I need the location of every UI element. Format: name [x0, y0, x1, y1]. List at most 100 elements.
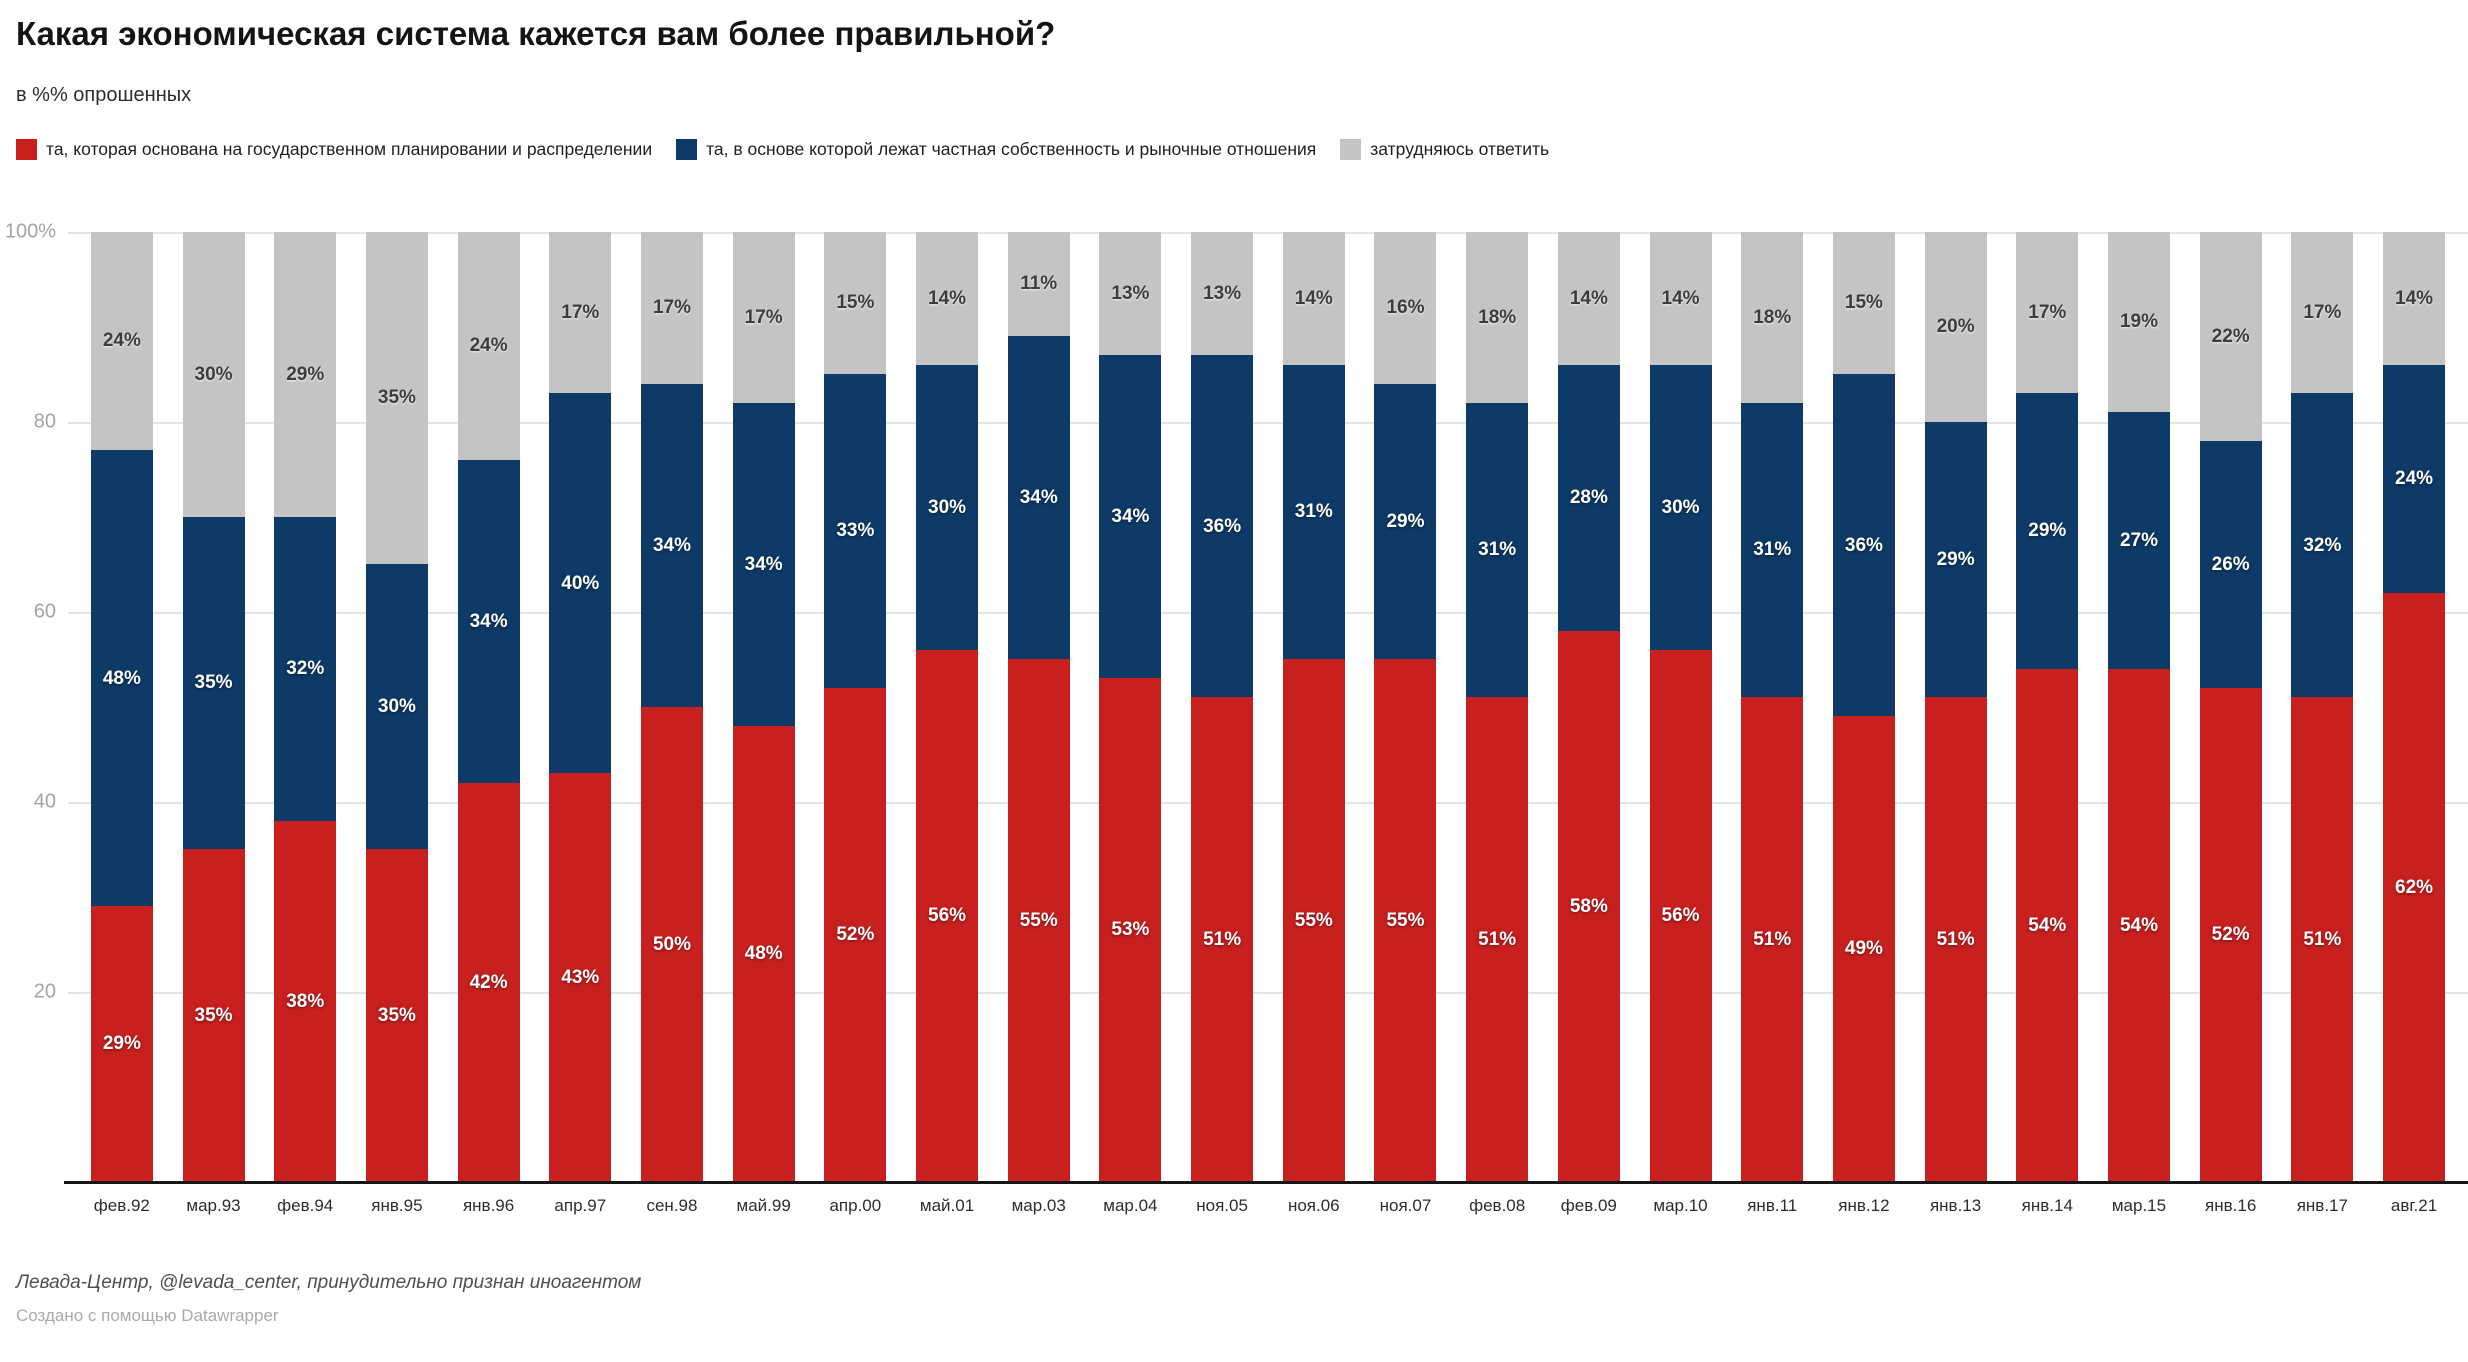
segment-market-economy: 30% [365, 564, 428, 850]
bar-slot-12: 13% 36% 51% [1176, 231, 1268, 1182]
bar-value-label: 13% [1203, 282, 1242, 304]
bar-slot-22: 19% 27% 54% [2093, 231, 2185, 1182]
bar-slot-20: 20% 29% 51% [1910, 231, 2002, 1182]
segment-market-economy: 48% [90, 450, 153, 907]
bar-value-label: 54% [2119, 914, 2158, 936]
stacked-bar-4: 24% 34% 42% [457, 231, 520, 1182]
segment-hard-to-answer: 30% [182, 231, 245, 517]
segment-state-planning: 35% [365, 849, 428, 1182]
segment-hard-to-answer: 35% [365, 231, 428, 565]
bar-value-label: 35% [194, 1004, 233, 1026]
segment-hard-to-answer: 16% [1374, 231, 1437, 384]
stacked-bar-11: 13% 34% 53% [1099, 231, 1162, 1182]
segment-hard-to-answer: 29% [274, 231, 337, 517]
x-axis-label-8: апр.00 [829, 1195, 882, 1215]
segment-market-economy: 32% [274, 516, 337, 821]
segment-hard-to-answer: 17% [732, 231, 795, 403]
segment-state-planning: 55% [1374, 659, 1437, 1182]
bar-value-label: 49% [1844, 938, 1883, 960]
bar-value-label: 34% [1019, 487, 1058, 509]
bar-value-label: 15% [1844, 292, 1883, 314]
x-axis-label-19: янв.12 [1838, 1195, 1890, 1215]
stacked-bar-16: 14% 28% 58% [1557, 231, 1620, 1182]
bar-value-label: 18% [1478, 306, 1517, 328]
bar-value-label: 30% [928, 496, 967, 518]
bar-value-label: 17% [2303, 301, 2342, 323]
stacked-bar-25: 14% 24% 62% [2383, 231, 2446, 1182]
bar-value-label: 56% [1661, 905, 1700, 927]
stacked-bar-8: 15% 33% 52% [824, 231, 887, 1182]
datawrapper-credit[interactable]: Создано с помощью Datawrapper [16, 1305, 279, 1325]
x-axis-line [64, 1180, 2468, 1184]
legend-swatch-red [16, 138, 37, 160]
bar-value-label: 51% [1203, 928, 1242, 950]
bar-value-label: 36% [1844, 534, 1883, 556]
bar-slot-5: 17% 40% 43% [534, 231, 626, 1182]
x-axis-label-13: ноя.06 [1287, 1195, 1340, 1215]
bar-slot-17: 14% 30% 56% [1635, 231, 1727, 1182]
x-axis-label-0: фев.92 [93, 1195, 150, 1215]
segment-market-economy: 34% [640, 383, 703, 707]
legend: та, которая основана на государственном … [16, 138, 2452, 160]
bar-value-label: 14% [928, 287, 967, 309]
bar-slot-18: 18% 31% 51% [1726, 231, 1818, 1182]
x-axis-label-14: ноя.07 [1379, 1195, 1432, 1215]
segment-market-economy: 26% [2199, 440, 2262, 688]
segment-hard-to-answer: 17% [2016, 231, 2079, 394]
bar-slot-11: 13% 34% 53% [1085, 231, 1177, 1182]
stacked-bar-13: 14% 31% 55% [1282, 231, 1345, 1182]
segment-market-economy: 34% [732, 402, 795, 726]
y-axis-tick-40: 40 [33, 790, 56, 813]
bar-value-label: 51% [1753, 928, 1792, 950]
x-axis-label-17: мар.10 [1653, 1195, 1708, 1215]
segment-state-planning: 52% [824, 687, 887, 1182]
segment-hard-to-answer: 17% [640, 231, 703, 384]
y-axis-tick-20: 20 [33, 980, 56, 1003]
segment-market-economy: 29% [1924, 421, 1987, 698]
x-axis-labels: фев.92 мар.93 фев.94 янв.95 янв.96 апр.97 сен.… [68, 1182, 2468, 1216]
x-axis-label-20: янв.13 [1929, 1195, 1982, 1215]
x-axis-label-10: мар.03 [1011, 1195, 1066, 1215]
bar-value-label: 58% [1569, 895, 1608, 917]
bar-value-label: 27% [2119, 529, 2158, 551]
bar-value-label: 35% [377, 1004, 416, 1026]
bar-value-label: 36% [1203, 515, 1242, 537]
bar-value-label: 14% [1569, 287, 1608, 309]
segment-market-economy: 27% [2107, 412, 2170, 669]
bar-value-label: 18% [1753, 306, 1792, 328]
segment-market-economy: 36% [1832, 374, 1895, 717]
chart-subtitle: в %% опрошенных [16, 83, 192, 106]
bar-value-label: 24% [469, 335, 508, 357]
stacked-bar-21: 17% 29% 54% [2016, 231, 2079, 1182]
segment-hard-to-answer: 18% [1741, 231, 1804, 403]
x-axis-label-4: янв.96 [462, 1195, 515, 1215]
bar-value-label: 16% [1386, 297, 1425, 319]
bar-value-label: 54% [2028, 914, 2067, 936]
gridline-60 [68, 611, 2468, 614]
segment-state-planning: 51% [1741, 697, 1804, 1182]
x-axis-label-6: сен.98 [646, 1195, 698, 1215]
segment-state-planning: 54% [2016, 668, 2079, 1182]
stacked-bar-7: 17% 34% 48% [732, 231, 795, 1182]
bar-value-label: 13% [1111, 282, 1150, 304]
segment-hard-to-answer: 14% [1557, 231, 1620, 365]
stacked-bar-22: 19% 27% 54% [2107, 231, 2170, 1182]
stacked-bar-24: 17% 32% 51% [2291, 231, 2354, 1182]
bar-slot-0: 24% 48% 29% [76, 231, 168, 1182]
x-axis-label-9: май.01 [919, 1195, 975, 1215]
bar-value-label: 34% [744, 553, 783, 575]
stacked-bar-1: 30% 35% 35% [182, 231, 245, 1182]
bar-slot-3: 35% 30% 35% [351, 231, 443, 1182]
bar-value-label: 17% [744, 306, 783, 328]
bar-value-label: 29% [1386, 510, 1425, 532]
y-axis-tick-60: 60 [33, 600, 56, 623]
bar-value-label: 20% [1936, 316, 1975, 338]
segment-hard-to-answer: 15% [824, 231, 887, 375]
bar-value-label: 14% [2395, 287, 2434, 309]
stacked-bar-3: 35% 30% 35% [365, 231, 428, 1182]
stacked-bar-0: 24% 48% 29% [90, 231, 153, 1182]
segment-state-planning: 42% [457, 782, 520, 1182]
segment-market-economy: 29% [1374, 383, 1437, 660]
bar-value-label: 33% [836, 520, 875, 542]
segment-hard-to-answer: 13% [1099, 231, 1162, 356]
